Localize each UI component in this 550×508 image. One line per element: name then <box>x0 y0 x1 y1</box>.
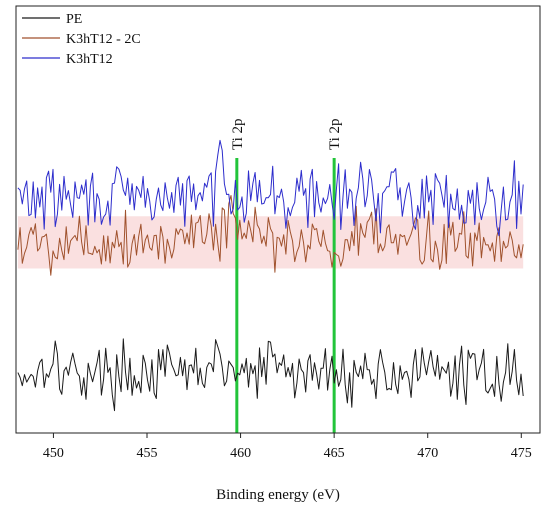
annotation-lines <box>235 158 336 433</box>
x-tick-label: 450 <box>43 446 64 461</box>
plot-frame <box>15 5 541 434</box>
annotation-label-2: Ti 2p <box>327 118 343 150</box>
x-tick-label: 470 <box>417 446 438 461</box>
annotation-label-1: Ti 2p <box>230 118 246 150</box>
series-line-k3ht12-2c <box>17 195 524 276</box>
annotation-labels: Ti 2p Ti 2p <box>230 118 343 150</box>
series-line-pe <box>17 338 524 412</box>
legend-label: K3hT12 - 2C <box>66 32 141 47</box>
series-band-k3ht12-2c <box>17 216 524 269</box>
legend-label: K3hT12 <box>66 52 113 67</box>
x-tick-label: 475 <box>511 446 532 461</box>
series-line-k3ht12 <box>17 139 524 237</box>
x-tick-label: 465 <box>324 446 345 461</box>
series-fill-layer <box>17 216 524 269</box>
series-lines <box>17 139 524 412</box>
legend: PE K3hT12 - 2C K3hT12 <box>22 12 141 67</box>
x-tick-label: 460 <box>230 446 251 461</box>
x-axis-label: Binding energy (eV) <box>216 487 340 503</box>
x-axis-ticks: 450 455 460 465 470 475 <box>43 433 532 461</box>
legend-label: PE <box>66 12 82 27</box>
x-tick-label: 455 <box>137 446 158 461</box>
